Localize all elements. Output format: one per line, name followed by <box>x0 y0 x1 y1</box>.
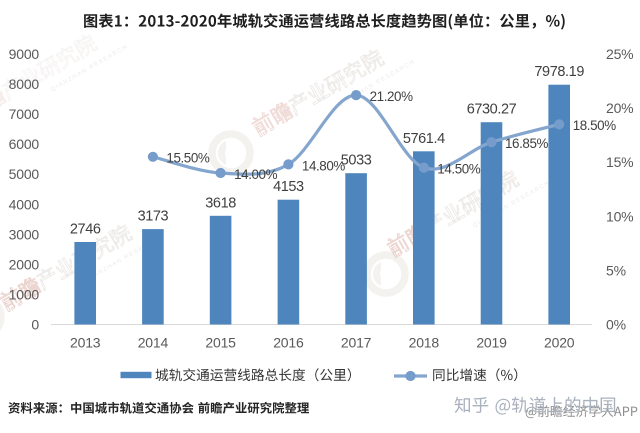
svg-text:6730.27: 6730.27 <box>467 102 517 118</box>
svg-text:4000: 4000 <box>9 196 40 212</box>
svg-text:1000: 1000 <box>9 286 40 302</box>
svg-text:4153: 4153 <box>273 179 304 195</box>
svg-text:10%: 10% <box>606 208 633 224</box>
svg-text:0%: 0% <box>606 317 626 333</box>
svg-text:3173: 3173 <box>138 209 169 225</box>
svg-text:7000: 7000 <box>9 106 40 122</box>
svg-text:16.85%: 16.85% <box>505 136 549 151</box>
svg-text:20%: 20% <box>606 100 633 116</box>
svg-text:15.50%: 15.50% <box>166 151 210 166</box>
svg-text:2020: 2020 <box>544 335 575 351</box>
svg-text:21.20%: 21.20% <box>370 89 414 104</box>
svg-text:2018: 2018 <box>409 335 440 351</box>
svg-text:5000: 5000 <box>9 166 40 182</box>
svg-text:2746: 2746 <box>70 222 101 238</box>
svg-text:7978.19: 7978.19 <box>534 64 584 80</box>
svg-text:14.50%: 14.50% <box>437 162 481 177</box>
svg-text:2013: 2013 <box>70 335 101 351</box>
svg-text:6000: 6000 <box>9 136 40 152</box>
svg-text:5%: 5% <box>606 262 626 278</box>
svg-text:14.00%: 14.00% <box>234 167 278 182</box>
svg-text:2014: 2014 <box>138 335 169 351</box>
svg-text:2019: 2019 <box>476 335 507 351</box>
svg-text:25%: 25% <box>606 46 633 62</box>
svg-text:2017: 2017 <box>341 335 372 351</box>
svg-text:2015: 2015 <box>205 335 236 351</box>
svg-text:2000: 2000 <box>9 256 40 272</box>
svg-text:3000: 3000 <box>9 226 40 242</box>
svg-text:18.50%: 18.50% <box>573 118 617 133</box>
svg-text:15%: 15% <box>606 154 633 170</box>
svg-text:5033: 5033 <box>341 153 372 169</box>
svg-text:2016: 2016 <box>273 335 304 351</box>
svg-text:8000: 8000 <box>9 76 40 92</box>
svg-text:5761.4: 5761.4 <box>403 131 445 147</box>
svg-text:0: 0 <box>31 317 39 333</box>
svg-text:9000: 9000 <box>9 46 40 62</box>
svg-text:14.80%: 14.80% <box>302 158 346 173</box>
svg-text:3618: 3618 <box>205 195 236 211</box>
